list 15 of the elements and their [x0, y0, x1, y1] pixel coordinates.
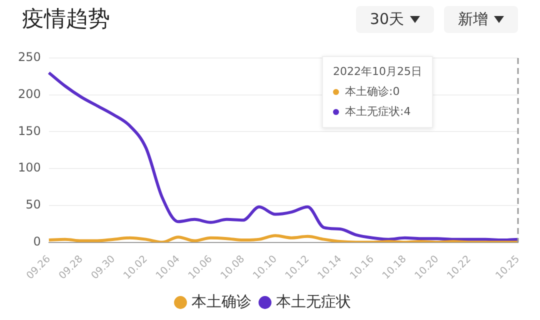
annotation: 2022年10月25日: [333, 64, 422, 80]
legend-label: 本土确诊: [192, 292, 252, 310]
y-tick-label: 250: [18, 50, 41, 64]
y-tick-label: 200: [18, 86, 41, 101]
y-tick-label: 100: [18, 160, 41, 175]
y-tick-label: 0: [33, 234, 41, 248]
chart-title: 疫情趋势: [22, 6, 110, 34]
legend-label: 本土无症状: [276, 292, 351, 310]
annotation: 本土无症状:4: [345, 104, 411, 120]
y-tick-label: 50: [26, 198, 41, 212]
y-tick-label: 150: [18, 124, 41, 138]
text: 新增: [458, 10, 488, 29]
line-series: [47, 234, 520, 242]
annotation: 本土确诊:0: [345, 84, 400, 100]
text: 30天: [370, 10, 404, 29]
